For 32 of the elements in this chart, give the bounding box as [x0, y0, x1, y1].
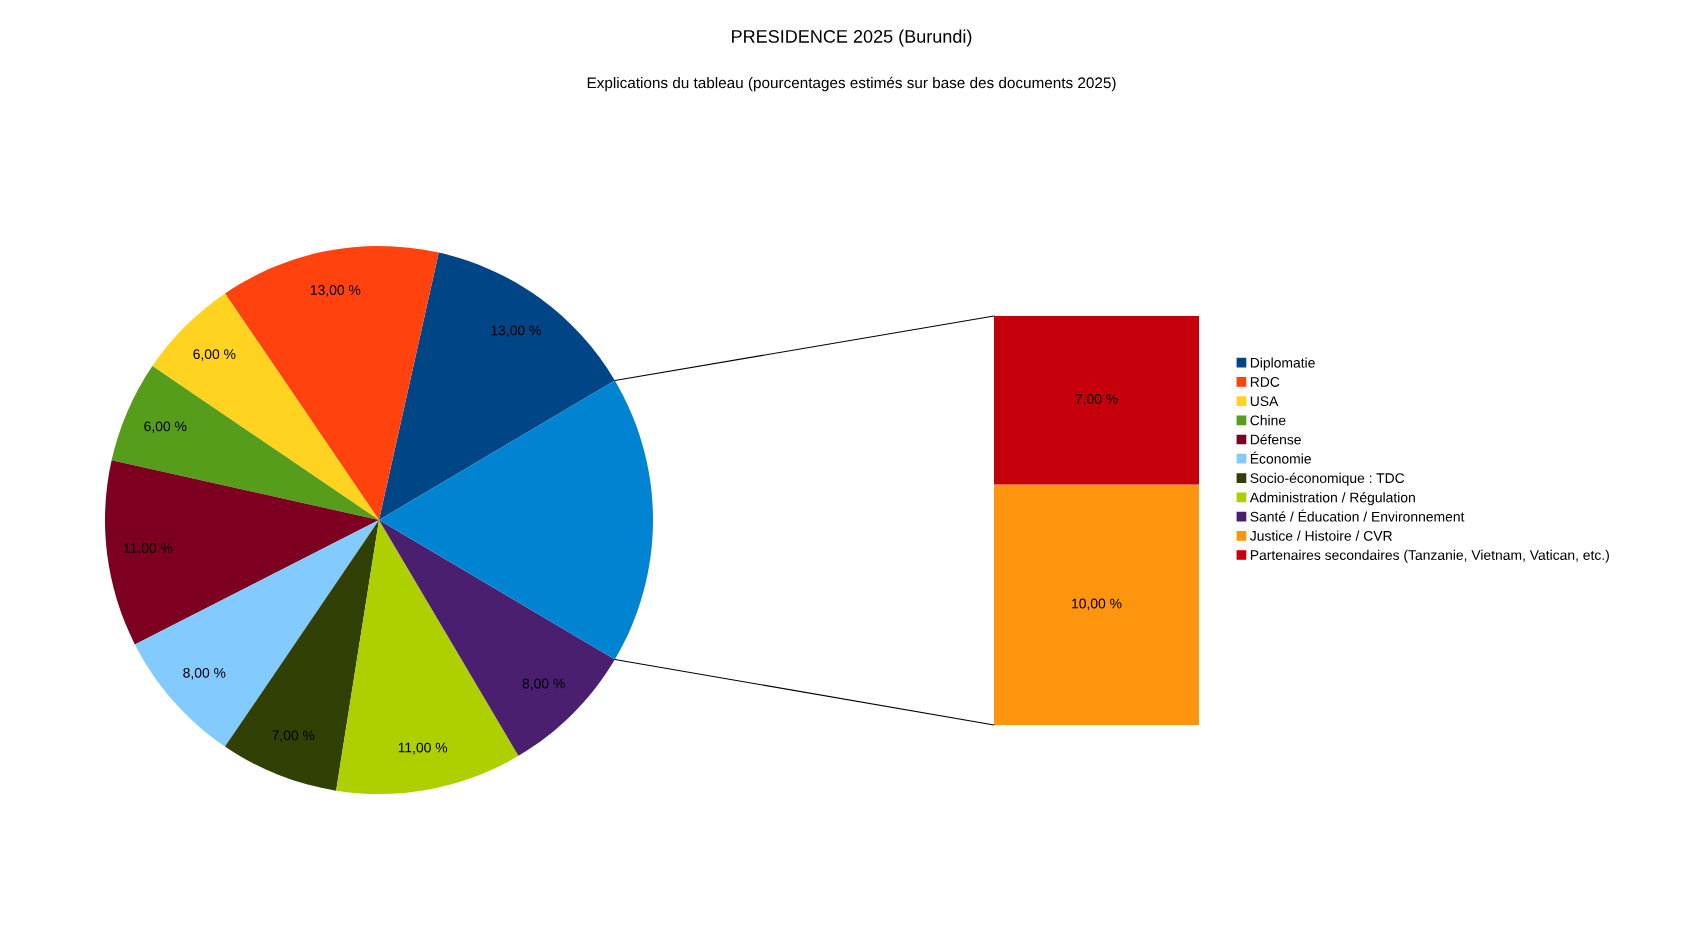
pie-slice [379, 380, 653, 660]
legend-label: Partenaires secondaires (Tanzanie, Vietnam, Vatican, etc.) [1250, 549, 1609, 563]
pie-slice [379, 252, 615, 520]
legend-label: Justice / Histoire / CVR [1249, 530, 1392, 541]
chart-subtitle: Explications du tableau (pourcentages estimés sur base des documents 2025) [587, 76, 1116, 92]
data-label: 11,00 % [398, 742, 448, 755]
data-label: 8,00 % [522, 678, 565, 691]
data-label: 7,00 % [272, 730, 315, 742]
pie-slice [224, 246, 439, 520]
data-label: 13,00 % [310, 285, 361, 297]
chart-title: PRESIDENCE 2025 (Burundi) [732, 29, 972, 47]
data-label: 13,00 % [491, 325, 541, 337]
pie-slice [105, 460, 379, 645]
data-label: 6,00 % [144, 421, 187, 433]
legend-label: Santé / Éducation / Environnement [1250, 509, 1465, 522]
data-label: 8,00 % [183, 667, 226, 680]
pie-slice [111, 365, 379, 520]
data-label: 7,00 % [1075, 394, 1118, 406]
legend-label: Économie [1250, 451, 1311, 464]
legend-label: RDC [1250, 377, 1280, 387]
legend-label: Défense [1250, 434, 1301, 445]
legend-label: USA [1250, 396, 1279, 407]
pie-slice [336, 520, 519, 794]
legend-label: Administration / Régulation [1249, 492, 1415, 506]
pie-slice [379, 520, 615, 756]
legend-label: Chine [1250, 415, 1286, 426]
legend-label: Socio-économique : TDC [1250, 472, 1405, 486]
data-label: 10,00 % [1072, 598, 1122, 611]
legend-label: Diplomatie [1250, 357, 1315, 371]
data-label: 11,00 % [124, 543, 173, 555]
pie-slice [224, 520, 379, 791]
data-label: 6,00 % [193, 349, 236, 361]
